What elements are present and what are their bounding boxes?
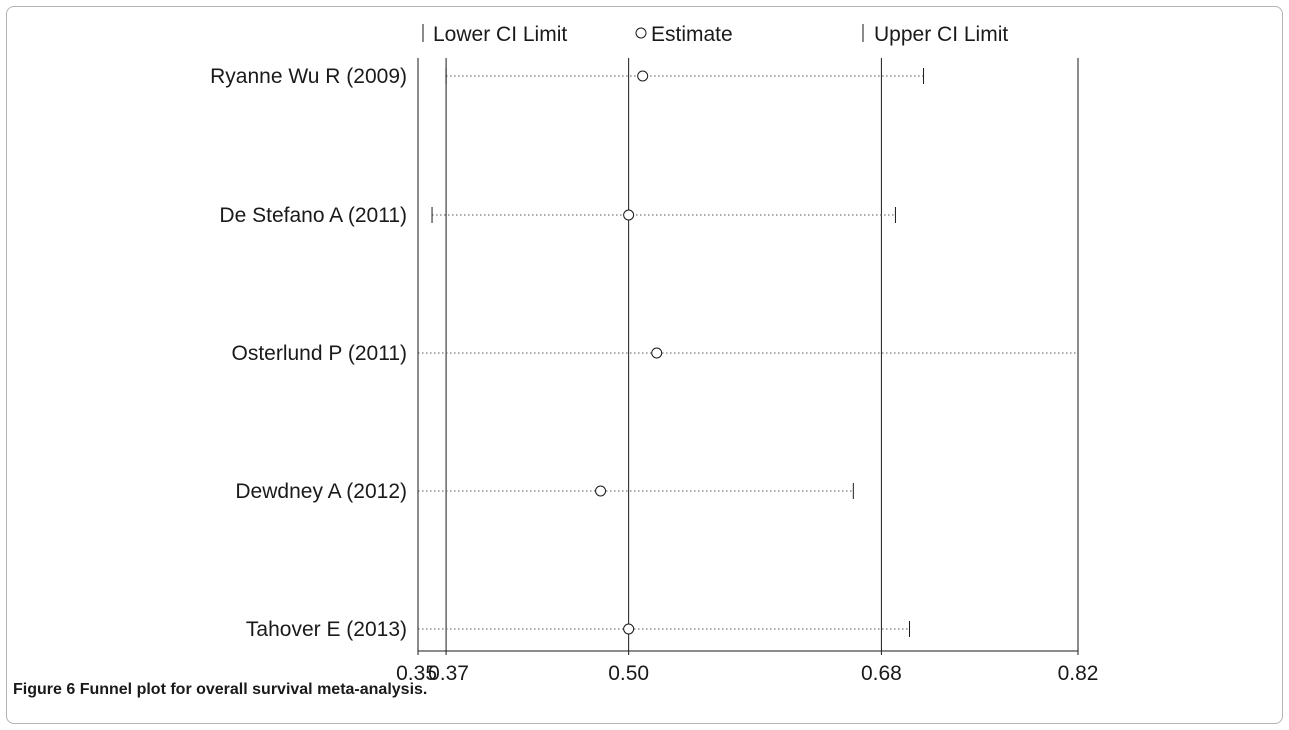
legend: Lower CI Limit Estimate Upper CI Limit	[422, 23, 1008, 46]
caption-text: Funnel plot for overall survival meta-an…	[79, 681, 428, 698]
figure-frame	[6, 6, 1283, 724]
legend-estimate-marker	[635, 27, 647, 39]
caption-label: Figure 6	[13, 681, 76, 698]
figure-caption: Figure 6 Funnel plot for overall surviva…	[13, 681, 427, 699]
study-label: Dewdney A (2012)	[235, 480, 407, 503]
study-label: Ryanne Wu R (2009)	[210, 65, 407, 88]
x-tick-label: 0.50	[608, 662, 649, 685]
reference-lines	[417, 58, 1079, 651]
study-label: Tahover E (2013)	[246, 618, 407, 641]
estimate-marker	[623, 209, 635, 221]
estimate-marker	[637, 70, 649, 82]
study-row: Dewdney A (2012)	[235, 480, 854, 503]
study-row: Ryanne Wu R (2009)	[210, 65, 925, 88]
study-label: De Stefano A (2011)	[219, 204, 407, 227]
x-tick-label: 0.82	[1058, 662, 1099, 685]
x-axis: 0.350.37 0.50 0.68 0.82	[396, 650, 1099, 685]
legend-lower-label: Lower CI Limit	[433, 23, 567, 46]
study-rows: Ryanne Wu R (2009) De Stefano A (2011) Ost…	[210, 65, 1079, 641]
estimate-marker	[595, 485, 607, 497]
x-tick-label: 0.68	[861, 662, 902, 685]
estimate-marker	[651, 347, 663, 359]
x-tick-label: 0.37	[428, 662, 469, 685]
legend-upper-label: Upper CI Limit	[874, 23, 1008, 46]
x-tick-label: 0.35	[396, 662, 437, 685]
study-row: De Stefano A (2011)	[219, 204, 896, 227]
study-row: Osterlund P (2011)	[232, 342, 1079, 365]
study-row: Tahover E (2013)	[246, 618, 910, 641]
legend-estimate-label: Estimate	[651, 23, 733, 46]
estimate-marker	[623, 623, 635, 635]
study-label: Osterlund P (2011)	[232, 342, 408, 365]
